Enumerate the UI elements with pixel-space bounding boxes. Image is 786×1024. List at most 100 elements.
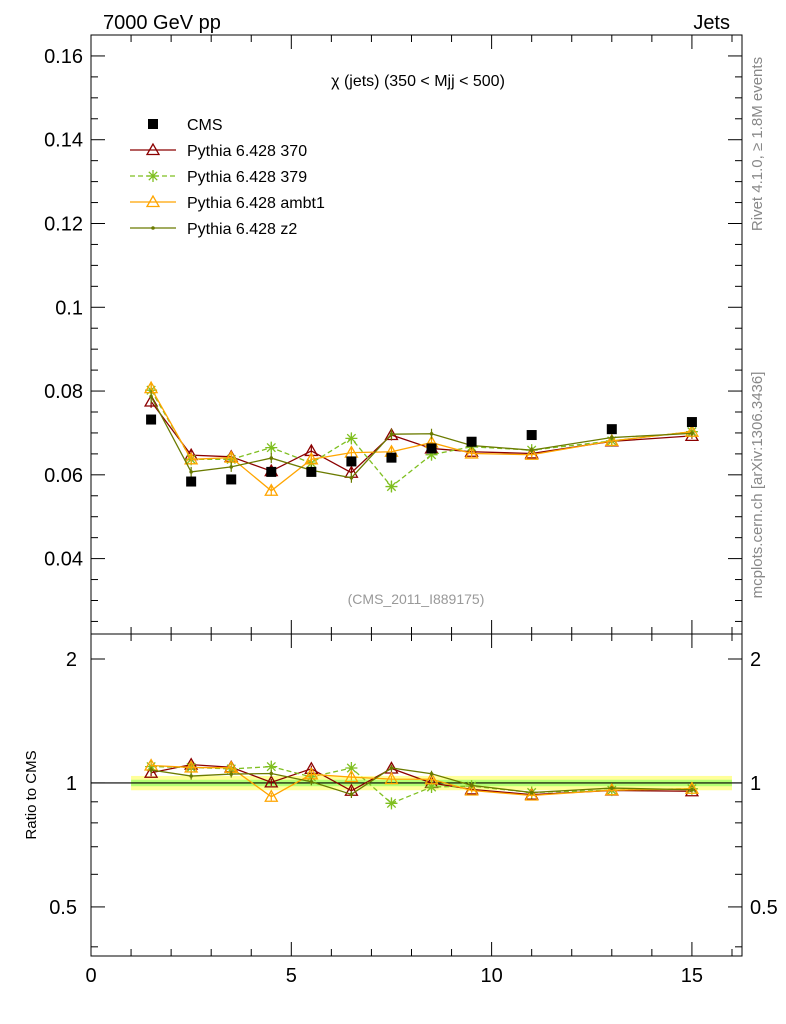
cms-data-point	[386, 452, 397, 463]
series-3-marker	[529, 448, 534, 452]
legend-label-0: CMS	[187, 117, 223, 134]
cms-data-point	[606, 424, 617, 435]
series-1-marker	[265, 441, 278, 454]
series-0-ratio-marker	[684, 783, 700, 797]
ratio-tick-label-left: 0.5	[49, 897, 77, 919]
ratio-axis-ticks: 0.5 0.5 1 1 2 2	[49, 649, 778, 948]
series-1-ratio-marker	[345, 762, 358, 775]
series-2-marker	[464, 446, 479, 459]
series-3-ratio-marker	[529, 790, 534, 795]
series-2-ratio-marker	[464, 783, 479, 796]
series-3-marker	[269, 456, 274, 460]
series-3-ratio-marker	[429, 771, 434, 776]
x-tick-label: 0	[85, 965, 96, 987]
legend-marker-2	[147, 170, 159, 182]
ratio-y-axis-label: Ratio to CMS	[23, 750, 40, 839]
series-1-marker	[345, 432, 358, 445]
series-2-marker	[264, 483, 279, 496]
series-3-ratio-marker	[189, 774, 193, 778]
ratio-tick-label-right: 0.5	[750, 897, 778, 919]
header-right: Jets	[693, 12, 730, 34]
x-tick-label: 15	[681, 965, 703, 987]
legend-marker-0	[148, 119, 158, 129]
cms-data-point	[526, 430, 537, 441]
series-3-ratio-marker	[469, 783, 474, 788]
series-0-line	[150, 401, 692, 474]
legend-marker-3	[145, 194, 161, 208]
series-2-ratio-line	[151, 764, 692, 798]
x-tick-label: 10	[480, 965, 502, 987]
cms-data-point	[146, 414, 157, 425]
series-2-marker	[184, 452, 199, 465]
series-1-ratio-line	[151, 765, 692, 805]
main-axis-ticks: 0.04 0.06 0.08 0.1 0.12 0.14 0.16	[44, 34, 742, 622]
series-3-marker	[229, 465, 234, 469]
series-2-ratio-marker	[184, 760, 199, 773]
series-3-ratio-marker	[269, 771, 274, 776]
series-2-marker	[604, 433, 619, 447]
cms-data-point	[226, 474, 237, 485]
x-axis-ticks: 0 5 10 15	[85, 35, 733, 987]
series-2-ratio-marker	[424, 771, 439, 785]
ratio-tick-label-left: 2	[66, 649, 77, 671]
y-tick-label: 0.1	[55, 297, 83, 319]
series-3-ratio-marker	[309, 779, 314, 784]
series-3-ratio-marker	[229, 772, 234, 776]
legend-marker-1	[145, 142, 161, 156]
series-3-marker	[690, 431, 694, 436]
series-1-ratio-marker	[265, 760, 278, 773]
legend-label-2: Pythia 6.428 379	[187, 169, 307, 186]
series-3-marker	[349, 475, 354, 480]
series-1-marker	[385, 480, 398, 493]
series-3-ratio-line	[150, 767, 692, 796]
cms-data-point	[426, 443, 437, 454]
series-3-line	[150, 396, 692, 479]
series-1-ratio-marker	[385, 797, 398, 810]
series-1-ratio-marker	[425, 781, 438, 794]
ratio-tick-label-left: 1	[66, 773, 77, 795]
main-series-layer	[143, 380, 700, 496]
ratio-plot-frame	[90, 633, 743, 957]
series-3-marker	[429, 431, 434, 436]
legend-marker-4	[151, 226, 155, 230]
y-tick-label: 0.06	[44, 465, 83, 487]
series-3-ratio-marker	[389, 766, 394, 770]
series-0-ratio-marker	[143, 765, 159, 778]
series-3-ratio-marker	[610, 786, 614, 790]
series-3-ratio-marker	[690, 787, 694, 792]
cms-data-point	[186, 476, 197, 487]
cms-data-point	[686, 417, 697, 428]
cms-data-point	[266, 466, 277, 477]
header-left: 7000 GeV pp	[103, 12, 221, 34]
y-tick-label: 0.08	[44, 381, 83, 403]
cms-data-point	[306, 466, 317, 477]
series-2-ratio-marker	[264, 789, 279, 802]
ratio-series-layer	[143, 757, 700, 810]
chart-title: χ (jets) (350 < Mjj < 500)	[331, 73, 505, 90]
rivet-version-label: Rivet 4.1.0, ≥ 1.8M events	[749, 57, 766, 231]
ratio-tick-label-right: 2	[750, 649, 761, 671]
series-2-marker	[304, 452, 319, 465]
cms-data-point	[346, 456, 357, 467]
series-3-marker	[149, 394, 153, 399]
series-3-marker	[389, 432, 394, 436]
series-3-marker	[189, 470, 193, 474]
analysis-label: (CMS_2011_I889175)	[348, 591, 485, 607]
series-1-marker	[425, 448, 438, 461]
y-tick-label: 0.12	[44, 213, 83, 235]
legend-label-1: Pythia 6.428 370	[187, 143, 307, 160]
series-2-line	[150, 387, 692, 492]
mcplots-label: mcplots.cern.ch [arXiv:1306.3436]	[749, 372, 766, 599]
y-tick-label: 0.14	[44, 130, 83, 152]
series-0-ratio-marker	[264, 775, 279, 788]
cms-data-point	[466, 436, 477, 447]
legend-label-4: Pythia 6.428 z2	[187, 221, 297, 238]
series-2-ratio-marker	[344, 769, 359, 783]
y-tick-label: 0.16	[44, 46, 83, 68]
series-3-ratio-marker	[349, 792, 354, 797]
series-2-marker	[524, 447, 539, 460]
y-tick-label: 0.04	[44, 549, 83, 571]
legend: CMS Pythia 6.428 370 Pythia 6.428 379 Pythi…	[130, 117, 325, 238]
series-3-ratio-marker	[149, 768, 153, 772]
